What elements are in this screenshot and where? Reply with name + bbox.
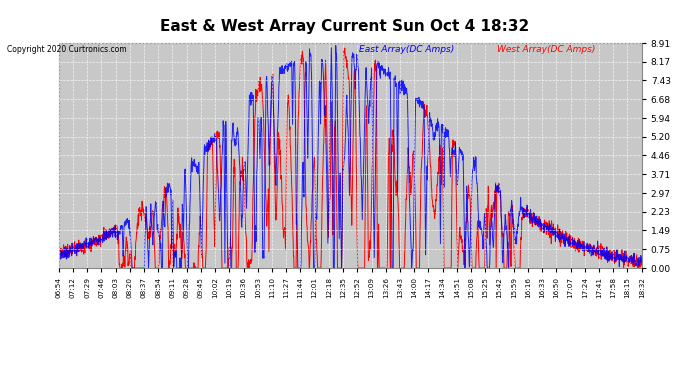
- Text: East & West Array Current Sun Oct 4 18:32: East & West Array Current Sun Oct 4 18:3…: [160, 19, 530, 34]
- Text: Copyright 2020 Curtronics.com: Copyright 2020 Curtronics.com: [7, 45, 126, 54]
- Text: West Array(DC Amps): West Array(DC Amps): [497, 45, 595, 54]
- Text: East Array(DC Amps): East Array(DC Amps): [359, 45, 454, 54]
